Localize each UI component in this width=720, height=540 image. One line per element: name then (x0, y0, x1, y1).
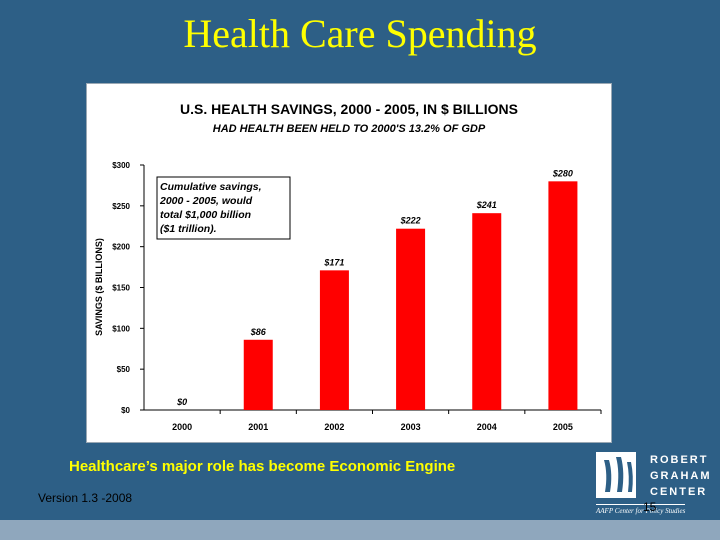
logo-mark-icon (596, 452, 636, 498)
bar (472, 213, 502, 410)
y-tick-label: $50 (117, 365, 131, 374)
data-label: $280 (552, 168, 573, 178)
y-axis-label: SAVINGS ($ BILLIONS) (94, 238, 104, 336)
annotation-line: Cumulative savings, (160, 181, 262, 193)
robert-graham-center-logo: ROBERT GRAHAM CENTER AAFP Center for Pol… (596, 452, 720, 526)
caption: Healthcare’s major role has become Econo… (69, 458, 456, 475)
chart-subtitle: HAD HEALTH BEEN HELD TO 2000'S 13.2% OF … (213, 123, 486, 135)
bar (396, 228, 426, 410)
x-tick-label: 2001 (248, 422, 268, 432)
x-tick-label: 2002 (324, 422, 344, 432)
slide-title: Health Care Spending (183, 11, 537, 56)
data-label: $222 (400, 216, 421, 226)
bar (243, 339, 273, 410)
annotation-line: 2000 - 2005, would (159, 195, 253, 207)
chart-title: U.S. HEALTH SAVINGS, 2000 - 2005, IN $ B… (180, 101, 518, 117)
annotation-box: Cumulative savings, 2000 - 2005, would tot… (156, 176, 291, 240)
data-label: $241 (476, 200, 497, 210)
bar-chart: U.S. HEALTH SAVINGS, 2000 - 2005, IN $ B… (94, 101, 602, 432)
logo-line: GRAHAM (650, 470, 712, 482)
y-tick-label: $150 (112, 284, 130, 293)
y-tick-label: $250 (112, 202, 130, 211)
logo-subtitle: AAFP Center for Policy Studies (596, 504, 686, 515)
logo-line: ROBERT (650, 454, 709, 466)
data-label: $86 (250, 327, 267, 337)
x-tick-label: 2003 (401, 422, 421, 432)
logo-text: ROBERT GRAHAM CENTER (650, 452, 712, 500)
bottom-band (0, 520, 720, 540)
page-number: 15 (643, 500, 657, 514)
logo-line: CENTER (650, 486, 708, 498)
data-label: $171 (323, 257, 344, 267)
annotation-line: ($1 trillion). (160, 223, 217, 235)
bar (548, 181, 578, 410)
chart-panel: U.S. HEALTH SAVINGS, 2000 - 2005, IN $ B… (86, 83, 612, 443)
x-tick-label: 2004 (477, 422, 497, 432)
version-label: Version 1.3 -2008 (38, 491, 133, 505)
y-tick-label: $0 (121, 406, 130, 415)
x-tick-label: 2005 (553, 422, 573, 432)
annotation-line: total $1,000 billion (160, 209, 251, 221)
y-tick-label: $300 (112, 161, 130, 170)
data-label: $0 (176, 397, 187, 407)
x-tick-label: 2000 (172, 422, 192, 432)
y-tick-label: $200 (112, 243, 130, 252)
bar (319, 270, 349, 410)
y-tick-label: $100 (112, 324, 130, 333)
